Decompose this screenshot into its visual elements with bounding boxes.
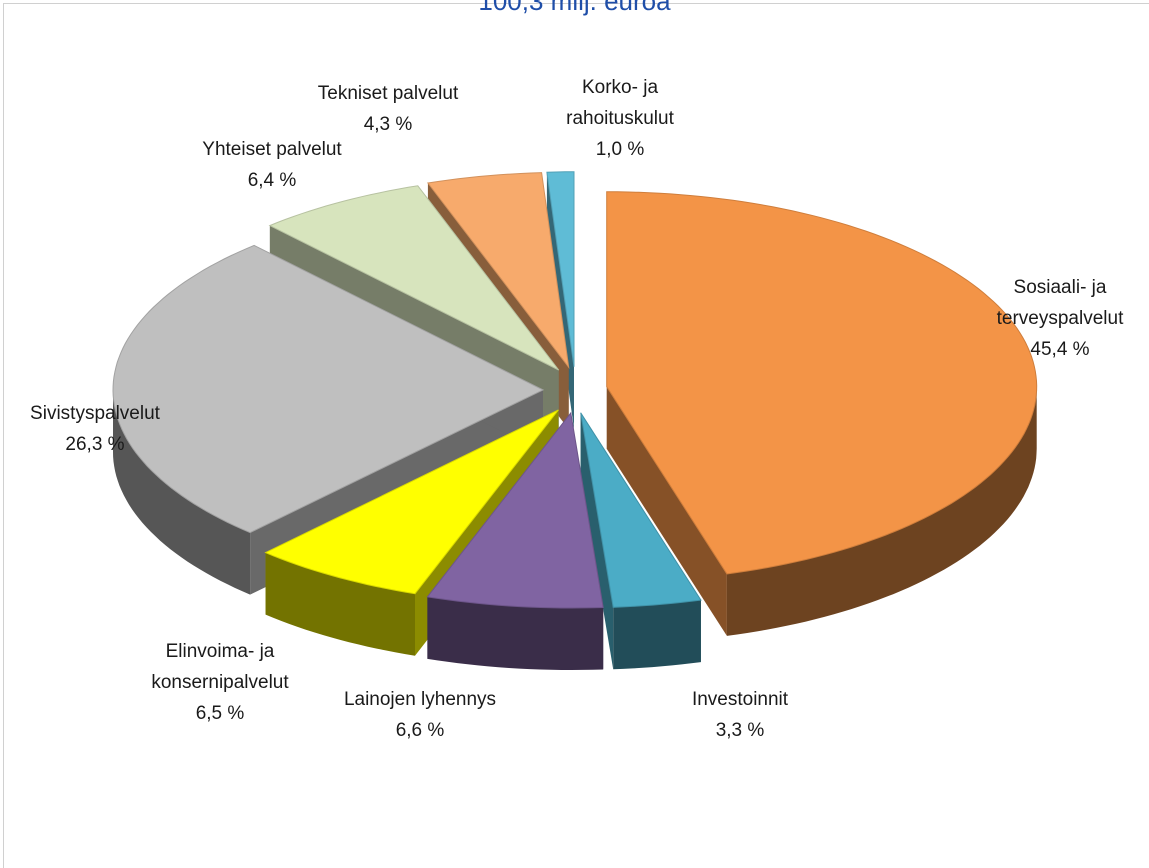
slice-name: Sivistyspalvelut [30, 403, 160, 424]
slice-label: Sivistyspalvelut 26,3 % [0, 398, 190, 460]
slice-value: 3,3 % [715, 720, 765, 741]
slice-value: 6,4 % [247, 170, 297, 191]
slice-name: Lainojen lyhennys [343, 689, 497, 710]
slice-top [426, 172, 570, 370]
slice-wall [580, 412, 614, 670]
slice-top [546, 171, 575, 367]
slice-label: Korko- ja rahoituskulut 1,0 % [550, 72, 690, 165]
slice-label: Tekniset palvelut 4,3 % [288, 78, 488, 140]
slice-label: Investoinnit 3,3 % [660, 684, 820, 746]
slice-side [265, 552, 415, 656]
slice-value: 4,3 % [363, 114, 413, 135]
slice-side [613, 600, 701, 670]
slice-name: Yhteiset palvelut [202, 139, 342, 160]
slice-label: Sosiaali- ja terveyspalvelut 45,4 % [980, 272, 1140, 365]
chart-title: 100,3 milj. euroa [478, 0, 671, 16]
slice-label: Elinvoima- ja konsernipalvelut 6,5 % [120, 636, 320, 729]
slice-name: Investoinnit [691, 689, 789, 710]
slice-name: Sosiaali- ja terveyspalvelut [996, 277, 1124, 329]
slice-name: Korko- ja rahoituskulut [566, 77, 674, 129]
slice-value: 6,6 % [395, 720, 445, 741]
slice-top [426, 411, 604, 609]
slice-wall [606, 386, 727, 636]
slice-value: 45,4 % [1030, 339, 1090, 360]
slice-top [264, 409, 559, 595]
slice-side [113, 389, 251, 595]
slice-label: Yhteiset palvelut 6,4 % [162, 134, 382, 196]
slice-value: 26,3 % [65, 434, 125, 455]
slice-top [112, 244, 545, 534]
slice-name: Tekniset palvelut [317, 83, 459, 104]
frame [3, 3, 1149, 868]
pie-slice [606, 191, 1038, 636]
slice-value: 1,0 % [595, 139, 645, 160]
slice-side [726, 386, 1037, 636]
slice-top [268, 185, 560, 371]
slice-top [606, 191, 1038, 575]
slice-label: Lainojen lyhennys 6,6 % [310, 684, 530, 746]
pie-slice [426, 411, 604, 670]
slice-value: 6,5 % [195, 703, 245, 724]
slice-side [427, 596, 604, 670]
pie-slice [580, 412, 702, 670]
slice-top [580, 412, 702, 608]
slice-name: Elinvoima- ja konsernipalvelut [151, 641, 289, 693]
